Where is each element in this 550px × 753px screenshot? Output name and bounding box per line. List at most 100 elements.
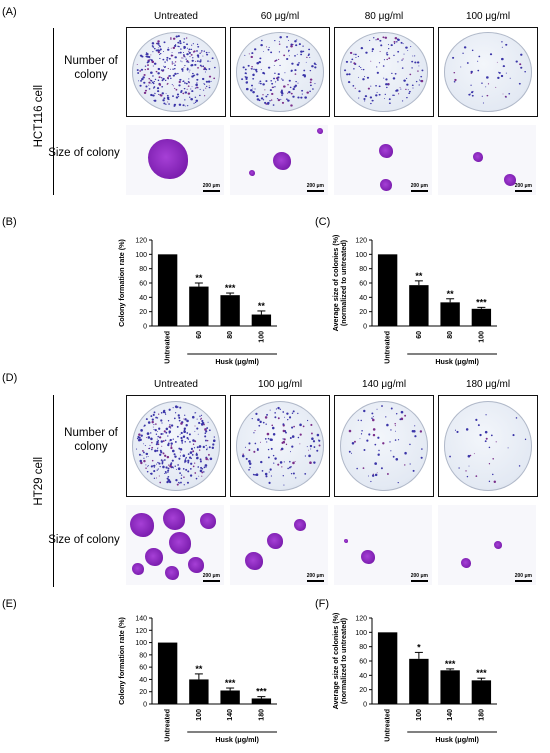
- hct116-colony-image-2: 200 μm: [334, 125, 432, 195]
- y-tick-label: 100: [135, 252, 147, 259]
- hct116-plate-1: [230, 27, 330, 117]
- y-tick-label: 80: [359, 266, 367, 273]
- bar: [251, 314, 272, 326]
- header-conc3-d: 180 μg/ml: [465, 379, 511, 390]
- y-tick-label: 0: [143, 702, 147, 709]
- header-conc1-d: 100 μg/ml: [257, 379, 303, 390]
- x-tick-label: 180: [478, 709, 485, 721]
- y-tick-label: 80: [139, 266, 147, 273]
- scale-bar-label: 200 μm: [410, 183, 428, 189]
- y-tick-label: 80: [139, 652, 147, 659]
- panel-label-d: (D): [2, 372, 18, 384]
- ht29-colony-image-0: 200 μm: [126, 505, 224, 585]
- scale-bar: 200 μm: [202, 183, 220, 192]
- header-untreated-d: Untreated: [154, 379, 198, 390]
- divider-a: [53, 28, 54, 195]
- scale-bar: 200 μm: [514, 573, 532, 582]
- bar: [220, 690, 240, 704]
- scale-bar: 200 μm: [410, 183, 428, 192]
- y-tick-label: 20: [359, 309, 367, 316]
- x-tick-label: 100: [196, 709, 203, 721]
- x-tick-label: 100: [478, 331, 485, 343]
- y-tick-label: 60: [359, 281, 367, 288]
- significance-marker: ***: [476, 668, 487, 678]
- y-tick-label: 100: [355, 252, 367, 259]
- row-label-size-d: Size of colony: [48, 534, 120, 546]
- significance-marker: ***: [445, 659, 456, 669]
- scale-bar-label: 200 μm: [202, 573, 220, 579]
- chart-c: 0 20 40 60 80 100 120 Average size of colonies …: [331, 234, 497, 366]
- y-axis-label: Average size of colonies (%): [331, 234, 340, 331]
- y-tick-label: 20: [139, 689, 147, 696]
- y-axis-label: (normalized to untreated): [339, 617, 348, 704]
- row-label-number-d: Number of colony: [64, 427, 118, 453]
- chart-e: 0 20 40 60 80 100 120 140 Colony formation rate …: [117, 616, 277, 744]
- x-tick-label: Untreated: [385, 331, 392, 364]
- scale-bar: 200 μm: [306, 573, 324, 582]
- bar: [377, 632, 398, 704]
- x-tick-label: 60: [196, 331, 203, 339]
- bar: [189, 286, 209, 326]
- scale-bar-label: 200 μm: [514, 573, 532, 579]
- significance-marker: *: [417, 642, 421, 652]
- hct116-plate-3: [438, 27, 538, 117]
- significance-marker: **: [415, 271, 423, 281]
- hct116-colony-image-3: 200 μm: [438, 125, 536, 195]
- significance-marker: **: [447, 289, 455, 299]
- x-tick-label: 80: [227, 331, 234, 339]
- significance-marker: ***: [256, 687, 267, 697]
- header-conc2-d: 140 μg/ml: [361, 379, 407, 390]
- hct116-plate-0: [126, 27, 226, 117]
- cell-line-label-d: HT29 cell: [33, 457, 45, 506]
- y-tick-label: 120: [135, 628, 147, 635]
- significance-marker: ***: [225, 678, 236, 688]
- row-label-number-a: Number of colony: [64, 55, 118, 81]
- scale-bar: 200 μm: [410, 573, 428, 582]
- x-tick-label: Untreated: [165, 331, 172, 364]
- ht29-colony-image-1: 200 μm: [230, 505, 328, 585]
- y-tick-label: 20: [139, 309, 147, 316]
- panel-label-e: (E): [2, 598, 17, 610]
- y-axis-label: (normalized to untreated): [339, 239, 348, 326]
- ht29-plate-2: [334, 395, 434, 497]
- y-axis-label: Colony formation rate (%): [117, 238, 126, 326]
- y-tick-label: 0: [363, 702, 367, 709]
- x-group-label: Husk (μg/ml): [435, 735, 479, 744]
- header-conc1-a: 60 μg/ml: [260, 11, 300, 22]
- y-tick-label: 0: [143, 324, 147, 331]
- y-tick-label: 100: [135, 640, 147, 647]
- divider-d: [53, 395, 54, 587]
- panel-label-a: (A): [2, 6, 17, 18]
- y-tick-label: 120: [355, 616, 367, 623]
- scale-bar: 200 μm: [306, 183, 324, 192]
- hct116-colony-image-1: 200 μm: [230, 125, 328, 195]
- header-untreated-a: Untreated: [154, 11, 198, 22]
- y-tick-label: 20: [359, 687, 367, 694]
- x-group-label: Husk (μg/ml): [215, 735, 259, 744]
- panel-label-b: (B): [2, 216, 17, 228]
- header-conc2-a: 80 μg/ml: [364, 11, 404, 22]
- y-tick-label: 60: [139, 281, 147, 288]
- significance-marker: **: [195, 273, 203, 283]
- bar: [157, 254, 178, 326]
- scale-bar: 200 μm: [514, 183, 532, 192]
- bar: [471, 308, 492, 326]
- chart-f: 0 20 40 60 80 100 120 Average size of colonies …: [331, 612, 497, 744]
- y-tick-label: 140: [135, 616, 147, 623]
- significance-marker: **: [258, 301, 266, 311]
- x-tick-label: 100: [258, 331, 265, 343]
- x-group-label: Husk (μg/ml): [435, 357, 479, 366]
- bar: [409, 658, 429, 704]
- bar: [251, 698, 272, 704]
- significance-marker: **: [195, 664, 203, 674]
- y-axis-label: Colony formation rate (%): [117, 616, 126, 704]
- y-tick-label: 40: [359, 673, 367, 680]
- y-tick-label: 120: [135, 238, 147, 245]
- y-tick-label: 40: [359, 295, 367, 302]
- bar: [471, 680, 492, 704]
- header-conc3-a: 100 μg/ml: [465, 11, 511, 22]
- x-tick-label: 180: [258, 709, 265, 721]
- x-tick-label: Untreated: [165, 709, 172, 742]
- scale-bar-label: 200 μm: [306, 183, 324, 189]
- ht29-plate-1: [230, 395, 330, 497]
